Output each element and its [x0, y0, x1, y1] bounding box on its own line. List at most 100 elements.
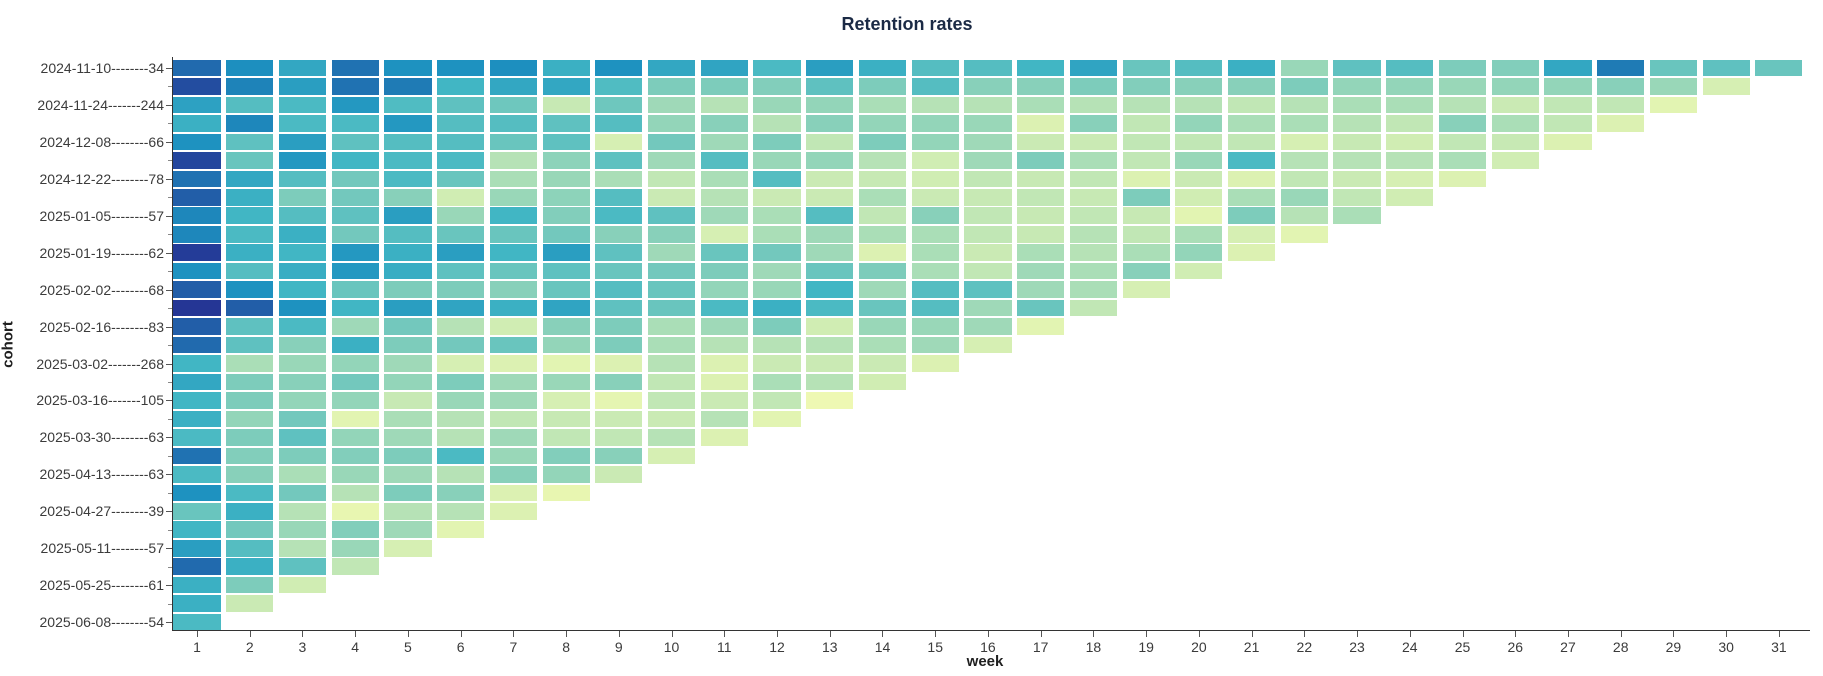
heatmap-cell[interactable]	[595, 262, 643, 280]
heatmap-cell[interactable]	[647, 429, 696, 446]
heatmap-cell[interactable]	[331, 429, 379, 446]
heatmap-cell[interactable]	[1280, 133, 1328, 151]
heatmap-cell[interactable]	[647, 115, 696, 132]
heatmap-cell[interactable]	[331, 484, 379, 502]
heatmap-cell[interactable]	[1280, 96, 1328, 114]
heatmap-cell[interactable]	[437, 410, 485, 428]
heatmap-cell[interactable]	[1175, 188, 1223, 206]
heatmap-cell[interactable]	[1069, 244, 1117, 261]
heatmap-cell[interactable]	[1175, 225, 1223, 243]
heatmap-cell[interactable]	[858, 207, 907, 225]
heatmap-cell[interactable]	[647, 447, 696, 465]
heatmap-cell[interactable]	[173, 78, 221, 95]
heatmap-cell[interactable]	[964, 207, 1012, 225]
heatmap-cell[interactable]	[489, 188, 537, 206]
heatmap-cell[interactable]	[1280, 188, 1328, 206]
heatmap-cell[interactable]	[700, 429, 748, 446]
heatmap-cell[interactable]	[858, 115, 907, 132]
heatmap-cell[interactable]	[278, 152, 327, 169]
heatmap-cell[interactable]	[384, 539, 432, 557]
heatmap-cell[interactable]	[1069, 170, 1117, 188]
heatmap-cell[interactable]	[911, 152, 959, 169]
heatmap-cell[interactable]	[595, 336, 643, 354]
heatmap-cell[interactable]	[1017, 59, 1065, 77]
heatmap-cell[interactable]	[226, 262, 274, 280]
heatmap-cell[interactable]	[278, 225, 327, 243]
heatmap-cell[interactable]	[964, 170, 1012, 188]
heatmap-cell[interactable]	[1122, 115, 1170, 132]
heatmap-cell[interactable]	[437, 355, 485, 372]
heatmap-cell[interactable]	[331, 392, 379, 409]
heatmap-cell[interactable]	[806, 318, 854, 335]
heatmap-cell[interactable]	[489, 373, 537, 391]
heatmap-cell[interactable]	[1122, 244, 1170, 261]
heatmap-cell[interactable]	[173, 466, 221, 483]
heatmap-cell[interactable]	[542, 373, 590, 391]
heatmap-cell[interactable]	[226, 59, 274, 77]
heatmap-cell[interactable]	[1175, 170, 1223, 188]
heatmap-cell[interactable]	[1069, 78, 1117, 95]
heatmap-cell[interactable]	[489, 244, 537, 261]
heatmap-cell[interactable]	[700, 207, 748, 225]
heatmap-cell[interactable]	[647, 318, 696, 335]
heatmap-cell[interactable]	[753, 188, 801, 206]
heatmap-cell[interactable]	[806, 262, 854, 280]
heatmap-cell[interactable]	[384, 207, 432, 225]
heatmap-cell[interactable]	[1017, 78, 1065, 95]
heatmap-cell[interactable]	[911, 96, 959, 114]
heatmap-cell[interactable]	[226, 318, 274, 335]
heatmap-cell[interactable]	[647, 410, 696, 428]
heatmap-cell[interactable]	[595, 373, 643, 391]
heatmap-cell[interactable]	[753, 373, 801, 391]
heatmap-cell[interactable]	[173, 558, 221, 575]
heatmap-cell[interactable]	[226, 521, 274, 539]
heatmap-cell[interactable]	[700, 355, 748, 372]
heatmap-cell[interactable]	[1122, 281, 1170, 298]
heatmap-cell[interactable]	[437, 188, 485, 206]
heatmap-cell[interactable]	[911, 244, 959, 261]
heatmap-cell[interactable]	[1702, 59, 1750, 77]
heatmap-cell[interactable]	[1017, 299, 1065, 317]
heatmap-cell[interactable]	[1228, 244, 1276, 261]
heatmap-cell[interactable]	[278, 244, 327, 261]
heatmap-cell[interactable]	[595, 207, 643, 225]
heatmap-cell[interactable]	[700, 78, 748, 95]
heatmap-cell[interactable]	[331, 558, 379, 575]
heatmap-cell[interactable]	[278, 355, 327, 372]
heatmap-cell[interactable]	[226, 188, 274, 206]
heatmap-cell[interactable]	[437, 281, 485, 298]
heatmap-cell[interactable]	[1017, 115, 1065, 132]
heatmap-cell[interactable]	[226, 244, 274, 261]
heatmap-cell[interactable]	[489, 115, 537, 132]
heatmap-cell[interactable]	[1491, 78, 1539, 95]
heatmap-cell[interactable]	[1017, 170, 1065, 188]
heatmap-cell[interactable]	[1175, 115, 1223, 132]
heatmap-cell[interactable]	[1386, 170, 1434, 188]
heatmap-cell[interactable]	[437, 521, 485, 539]
heatmap-cell[interactable]	[753, 410, 801, 428]
heatmap-cell[interactable]	[647, 355, 696, 372]
heatmap-cell[interactable]	[173, 447, 221, 465]
heatmap-cell[interactable]	[753, 281, 801, 298]
heatmap-cell[interactable]	[331, 225, 379, 243]
heatmap-cell[interactable]	[437, 447, 485, 465]
heatmap-cell[interactable]	[437, 429, 485, 446]
heatmap-cell[interactable]	[1069, 115, 1117, 132]
heatmap-cell[interactable]	[384, 244, 432, 261]
heatmap-cell[interactable]	[595, 78, 643, 95]
heatmap-cell[interactable]	[647, 281, 696, 298]
heatmap-cell[interactable]	[1017, 244, 1065, 261]
heatmap-cell[interactable]	[542, 484, 590, 502]
heatmap-cell[interactable]	[437, 373, 485, 391]
heatmap-cell[interactable]	[173, 244, 221, 261]
heatmap-cell[interactable]	[1386, 115, 1434, 132]
heatmap-cell[interactable]	[1438, 152, 1487, 169]
heatmap-cell[interactable]	[806, 225, 854, 243]
heatmap-cell[interactable]	[278, 299, 327, 317]
heatmap-cell[interactable]	[173, 429, 221, 446]
heatmap-cell[interactable]	[384, 170, 432, 188]
heatmap-cell[interactable]	[964, 281, 1012, 298]
heatmap-cell[interactable]	[1069, 133, 1117, 151]
heatmap-cell[interactable]	[964, 188, 1012, 206]
heatmap-cell[interactable]	[964, 133, 1012, 151]
